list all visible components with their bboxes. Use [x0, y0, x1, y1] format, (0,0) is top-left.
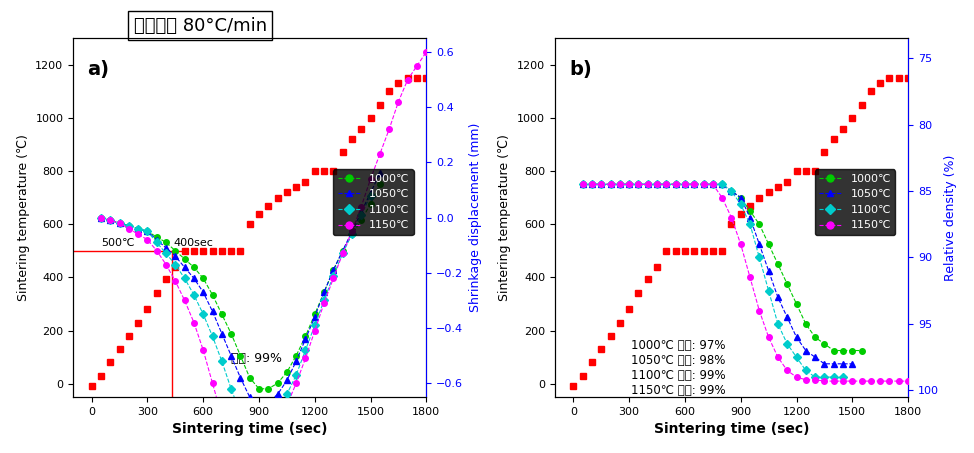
- Y-axis label: Sintering temperature (℃): Sintering temperature (℃): [17, 134, 29, 301]
- Text: a): a): [88, 60, 109, 79]
- Legend: 1000℃, 1050℃, 1100℃, 1150℃: 1000℃, 1050℃, 1100℃, 1150℃: [333, 169, 414, 235]
- Legend: 1000℃, 1050℃, 1100℃, 1150℃: 1000℃, 1050℃, 1100℃, 1150℃: [815, 169, 895, 235]
- X-axis label: Sintering time (sec): Sintering time (sec): [172, 422, 327, 436]
- X-axis label: Sintering time (sec): Sintering time (sec): [654, 422, 809, 436]
- Y-axis label: Sintering temperature (℃): Sintering temperature (℃): [499, 134, 511, 301]
- Text: 1000℃ 밀도: 97%
1050℃ 밀도: 98%
1100℃ 밀도: 99%
1150℃ 밀도: 99%: 1000℃ 밀도: 97% 1050℃ 밀도: 98% 1100℃ 밀도: 99…: [631, 338, 726, 396]
- Text: 400sec: 400sec: [173, 237, 213, 247]
- Y-axis label: Relative density (%): Relative density (%): [945, 154, 957, 281]
- Text: 500℃: 500℃: [101, 237, 134, 247]
- Text: 밀도: 99%: 밀도: 99%: [231, 352, 282, 366]
- Text: 승온속도 80°C/min: 승온속도 80°C/min: [133, 17, 267, 34]
- Text: b): b): [569, 60, 591, 79]
- Y-axis label: Shrinkage displacement (mm): Shrinkage displacement (mm): [468, 123, 482, 312]
